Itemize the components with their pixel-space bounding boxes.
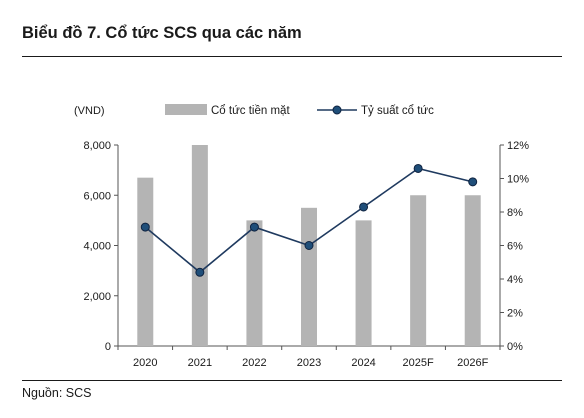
axes: 0 2,000 4,000 6,000 8,000 (VND) 0% 2% 4% 6% 8% 10% 1… <box>74 105 529 369</box>
x-tick-label: 2022 <box>242 357 266 369</box>
left-tick-label: 6,000 <box>83 190 111 202</box>
left-tick-label: 2,000 <box>83 291 111 303</box>
legend-label-line: Tỷ suất cổ tức <box>361 105 434 117</box>
x-tick-label: 2020 <box>133 357 157 369</box>
right-tick-label: 4% <box>507 274 523 286</box>
bar <box>137 177 154 346</box>
line-series <box>140 163 478 277</box>
legend-label-bar: Cổ tức tiền mặt <box>211 105 290 117</box>
source-note: Nguồn: SCS <box>22 386 92 400</box>
legend: Cổ tức tiền mặt Tỷ suất cổ tức <box>165 104 434 117</box>
right-tick-label: 2% <box>507 308 523 320</box>
right-tick-label: 8% <box>507 207 523 219</box>
bar <box>246 220 263 346</box>
bar-series <box>137 145 481 346</box>
combo-chart: 0 2,000 4,000 6,000 8,000 (VND) 0% 2% 4% 6% 8% 10% 1… <box>74 104 529 369</box>
bar <box>355 220 372 346</box>
chart-title: Biểu đồ 7. Cổ tức SCS qua các năm <box>22 24 302 42</box>
left-tick-label: 4,000 <box>83 241 111 253</box>
title-underline <box>22 56 562 57</box>
yield-point <box>359 202 369 212</box>
bar <box>410 195 427 346</box>
x-tick-label: 2021 <box>188 357 212 369</box>
right-tick-label: 12% <box>507 140 529 152</box>
x-tick-label: 2026F <box>457 357 488 369</box>
right-tick-label: 6% <box>507 241 523 253</box>
yield-point <box>304 241 314 250</box>
yield-point <box>195 267 205 277</box>
legend-swatch-marker <box>332 105 342 115</box>
right-tick-label: 10% <box>507 174 529 186</box>
bar <box>301 207 317 346</box>
yield-point <box>140 222 150 232</box>
x-tick-label: 2023 <box>297 357 321 369</box>
bar <box>191 145 208 346</box>
left-tick-label: 8,000 <box>83 140 111 152</box>
footer-rule <box>22 380 562 381</box>
yield-point <box>468 177 478 187</box>
yield-point <box>413 163 423 173</box>
left-axis-unit: (VND) <box>74 105 105 117</box>
x-tick-label: 2025F <box>403 357 434 369</box>
legend-swatch-bar <box>165 104 207 115</box>
x-tick-label: 2024 <box>351 357 375 369</box>
right-tick-label: 0% <box>507 341 523 353</box>
left-tick-label: 0 <box>105 341 111 353</box>
bar <box>464 195 481 346</box>
yield-point <box>249 222 259 232</box>
